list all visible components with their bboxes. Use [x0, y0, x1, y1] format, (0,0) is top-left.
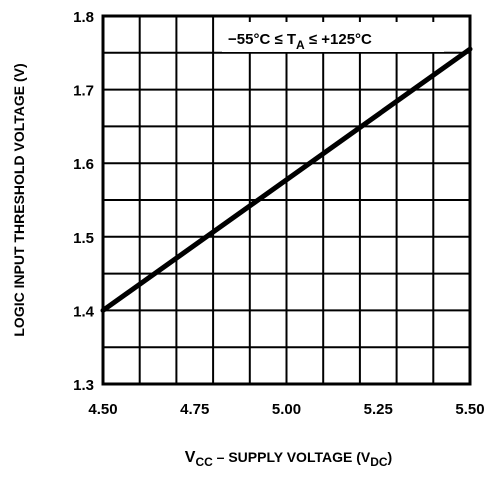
x-label-subscript-1: CC: [195, 455, 213, 469]
annotation-box: −55°C ≤ TA ≤ +125°C: [222, 22, 444, 52]
series-group: [100, 46, 473, 313]
grid-lines: [103, 16, 470, 384]
annotation-subscript: A: [296, 38, 305, 52]
y-tick-label: 1.7: [73, 83, 94, 100]
x-label-middle: – SUPPLY VOLTAGE (V: [213, 449, 371, 465]
y-tick-label: 1.5: [73, 230, 94, 247]
x-label-subscript-2: DC: [370, 455, 388, 469]
y-tick-label: 1.4: [73, 303, 95, 320]
annotation-suffix: ≤ +125°C: [305, 31, 372, 48]
plot-frame: [101, 14, 472, 386]
x-tick-label: 4.75: [180, 401, 209, 418]
temperature-range-annotation: −55°C ≤ TA ≤ +125°C: [228, 31, 372, 52]
x-label-symbol: V: [185, 449, 196, 466]
x-tick-label: 5.50: [455, 401, 484, 418]
y-tick-label: 1.8: [73, 9, 94, 26]
annotation-background: [222, 22, 444, 52]
x-axis-label: VCC – SUPPLY VOLTAGE (VDC): [185, 449, 392, 469]
x-tick-label: 5.00: [272, 401, 301, 418]
y-tick-labels: 1.3 1.4 1.5 1.6 1.7 1.8: [73, 9, 95, 394]
x-tick-labels: 4.50 4.75 5.00 5.25 5.50: [88, 401, 484, 418]
y-tick-label: 1.6: [73, 156, 94, 173]
x-label-end: ): [388, 449, 393, 465]
series-line-0: [100, 46, 473, 313]
x-tick-label: 4.50: [88, 401, 117, 418]
y-axis-label: LOGIC INPUT THRESHOLD VOLTAGE (V): [11, 63, 27, 336]
y-tick-label: 1.3: [73, 377, 94, 394]
annotation-prefix: −55°C ≤ T: [228, 31, 296, 48]
x-tick-label: 5.25: [364, 401, 393, 418]
